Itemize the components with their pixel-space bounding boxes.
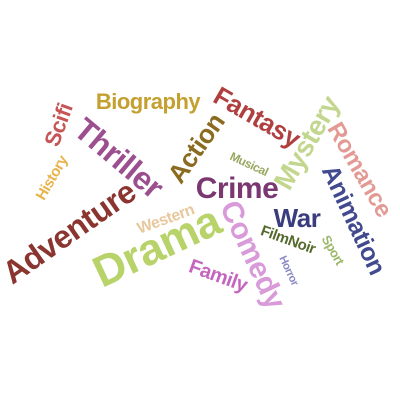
word-sport: Sport — [318, 232, 348, 268]
word-biography: Biography — [95, 89, 201, 114]
word-history: History — [32, 152, 72, 204]
word-crime: Crime — [195, 172, 279, 205]
word-war: War — [273, 203, 321, 233]
